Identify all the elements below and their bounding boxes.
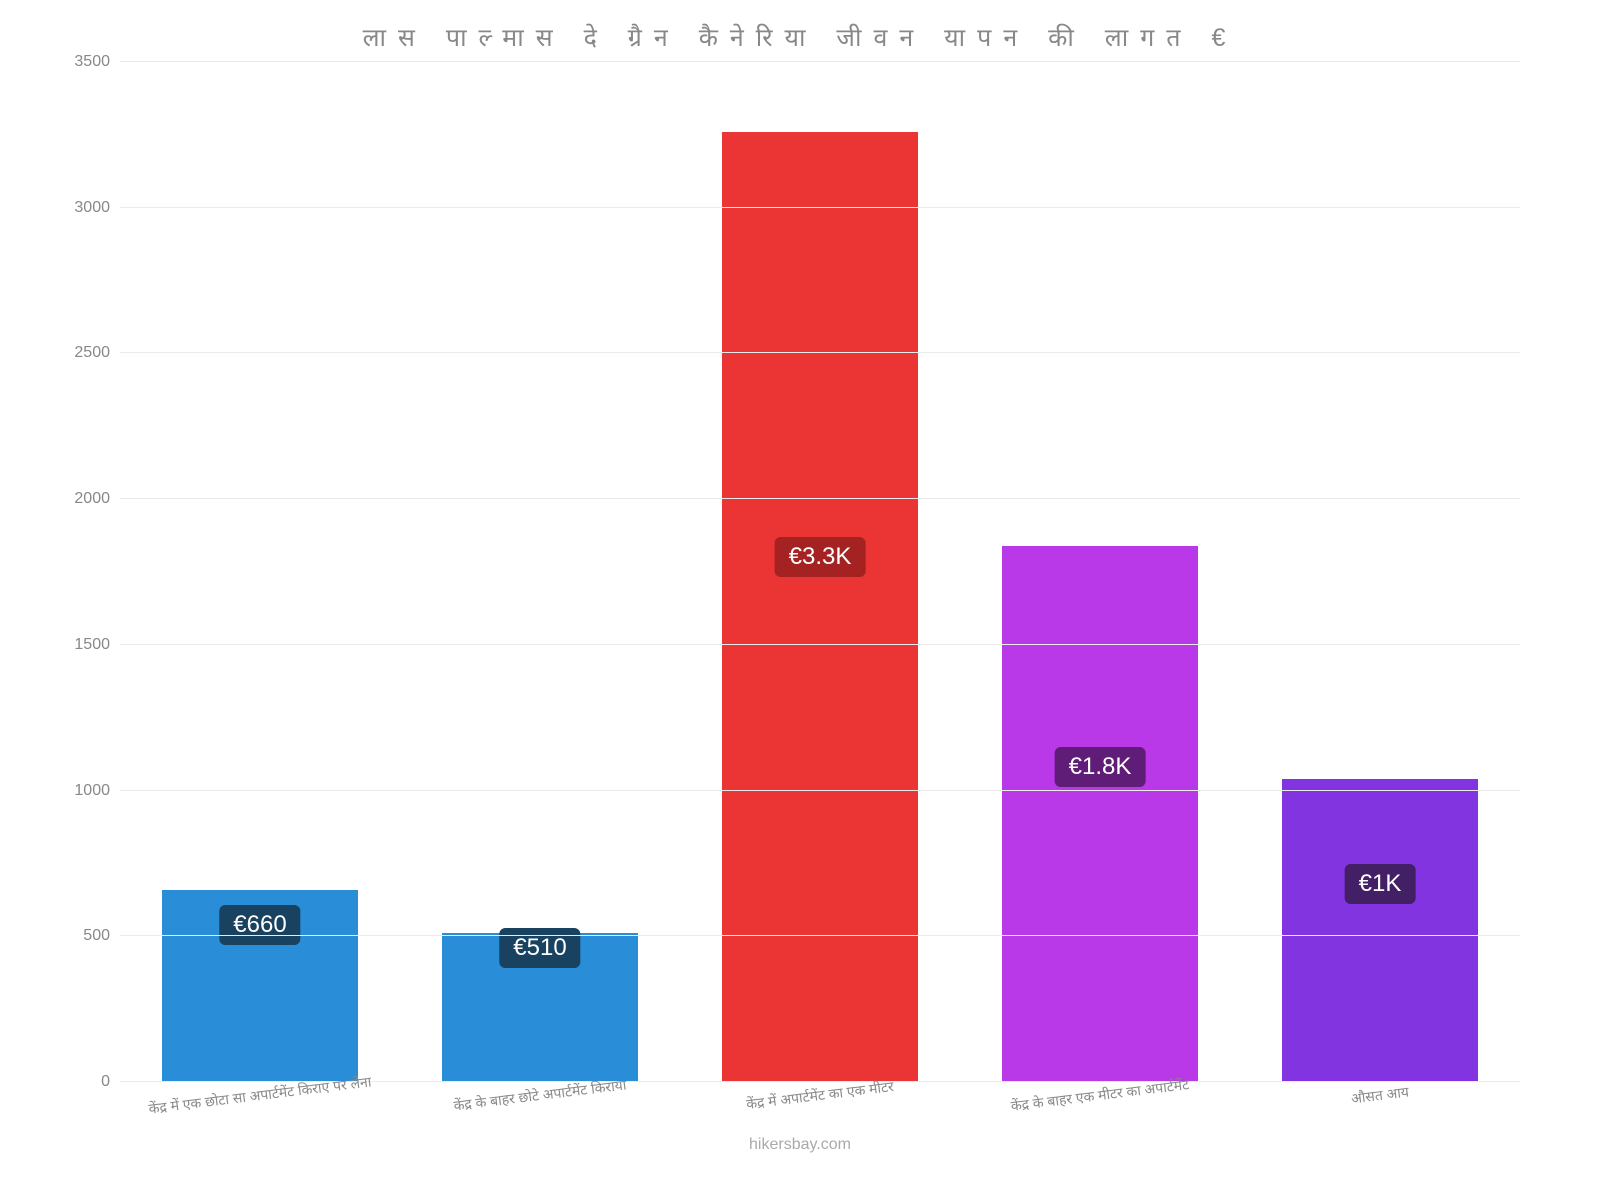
bar-value-label: €1K xyxy=(1345,864,1416,904)
y-tick-label: 3500 xyxy=(74,53,120,71)
bar: €510 xyxy=(442,933,638,1082)
plot-area: €660€510€3.3K€1.8K€1K 050010001500200025… xyxy=(120,62,1520,1082)
bar: €3.3K xyxy=(722,132,918,1082)
bar-value-label: €510 xyxy=(499,928,580,968)
bar-slot: €1.8K xyxy=(960,62,1240,1082)
bar: €1.8K xyxy=(1002,546,1198,1082)
bars-group: €660 €510 €3.3K €1.8K €1K xyxy=(120,62,1520,1082)
y-tick-label: 3000 xyxy=(74,199,120,217)
y-tick-label: 1000 xyxy=(74,782,120,800)
x-axis-label: औसत आय xyxy=(1350,1083,1410,1109)
x-axis-label: केंद्र में अपार्टमेंट का एक मीटर xyxy=(745,1077,895,1114)
x-label-slot: केंद्र में अपार्टमेंट का एक मीटर xyxy=(680,1082,960,1142)
x-label-slot: केंद्र के बाहर छोटे अपार्टमेंट किराया xyxy=(400,1082,680,1142)
grid-line xyxy=(120,207,1520,208)
x-label-slot: केंद्र के बाहर एक मीटर का अपार्टमेंट xyxy=(960,1082,1240,1142)
chart-title: लास पाल्मास दे ग्रैन कैनेरिया जीवन यापन … xyxy=(60,20,1540,54)
bar-slot: €3.3K xyxy=(680,62,960,1082)
y-tick-label: 2000 xyxy=(74,490,120,508)
grid-line xyxy=(120,935,1520,936)
grid-line xyxy=(120,61,1520,62)
x-axis-label: केंद्र के बाहर एक मीटर का अपार्टमेंट xyxy=(1010,1075,1190,1116)
x-axis-label: केंद्र के बाहर छोटे अपार्टमेंट किराया xyxy=(453,1075,628,1115)
x-label-slot: औसत आय xyxy=(1240,1082,1520,1142)
bar-value-label: €660 xyxy=(219,905,300,945)
y-tick-label: 500 xyxy=(83,927,120,945)
bar: €660 xyxy=(162,890,358,1082)
chart-container: लास पाल्मास दे ग्रैन कैनेरिया जीवन यापन … xyxy=(60,20,1540,1160)
bar: €1K xyxy=(1282,779,1478,1082)
x-axis-labels: केंद्र में एक छोटा सा अपार्टमेंट किराए प… xyxy=(120,1082,1520,1142)
y-tick-label: 0 xyxy=(101,1073,120,1091)
grid-line xyxy=(120,790,1520,791)
y-tick-label: 1500 xyxy=(74,636,120,654)
y-tick-label: 2500 xyxy=(74,344,120,362)
grid-line xyxy=(120,352,1520,353)
grid-line xyxy=(120,644,1520,645)
bar-value-label: €1.8K xyxy=(1055,747,1146,787)
bar-value-label: €3.3K xyxy=(775,537,866,577)
grid-line xyxy=(120,498,1520,499)
x-label-slot: केंद्र में एक छोटा सा अपार्टमेंट किराए प… xyxy=(120,1082,400,1142)
bar-slot: €510 xyxy=(400,62,680,1082)
bar-slot: €660 xyxy=(120,62,400,1082)
bar-slot: €1K xyxy=(1240,62,1520,1082)
source-text: hikersbay.com xyxy=(60,1136,1540,1154)
